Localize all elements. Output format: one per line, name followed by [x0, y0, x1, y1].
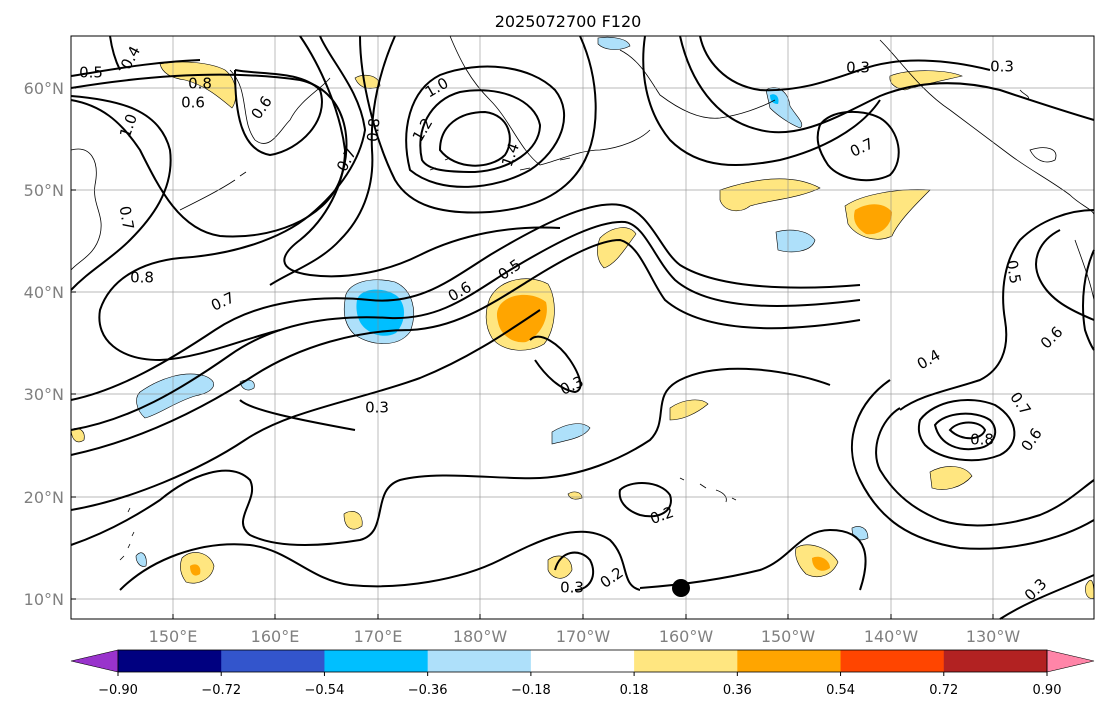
contour-label: 0.3 [365, 399, 389, 417]
gridlines [71, 36, 1094, 619]
lon-tick-label: 180°W [453, 627, 508, 646]
colorbar-box [324, 650, 429, 672]
lat-tick-label: 20°N [24, 488, 64, 507]
lat-tick-label: 50°N [24, 181, 64, 200]
colorbar-tick-label: −0.72 [201, 683, 241, 698]
colorbar-extend-min [70, 649, 119, 673]
colorbar-box [118, 650, 222, 672]
contour-label: 0.8 [363, 117, 383, 142]
colorbar-tick-label: −0.18 [511, 683, 551, 698]
colorbar-box [530, 650, 635, 672]
contour-label: 0.3 [990, 58, 1014, 76]
colorbar-box [840, 650, 945, 672]
colorbar-box [221, 650, 325, 672]
positive-shading [70, 61, 1095, 599]
colorbar-tick-label: 0.54 [826, 683, 855, 698]
lon-tick-label: 160°E [251, 627, 300, 646]
colorbar-box [943, 650, 1048, 672]
colorbar-tick-label: 0.36 [723, 683, 752, 698]
colorbar-tick-label: −0.54 [305, 683, 345, 698]
colorbar-box [427, 650, 532, 672]
lon-tick-label: 170°W [556, 627, 611, 646]
colorbar: −0.90 −0.72 −0.54 −0.36 −0.18 0.18 0.36 0.54 0.7… [70, 649, 1095, 698]
contour-label: 0.7 [116, 205, 138, 232]
colorbar-box [737, 650, 842, 672]
contour-label: 0.5 [1003, 259, 1025, 286]
contour-lines [70, 35, 1095, 620]
colorbar-outline [117, 649, 1048, 673]
contour-label: 0.8 [130, 269, 154, 287]
lat-tick-label: 60°N [24, 79, 64, 98]
colorbar-tick-label: 0.18 [620, 683, 649, 698]
map-area [70, 35, 1095, 620]
contour-label: 0.3 [846, 59, 870, 77]
colorbar-tick-label: 0.72 [929, 683, 958, 698]
colorbar-box [634, 650, 738, 672]
contour-label: 0.5 [79, 64, 103, 82]
lat-tick-label: 30°N [24, 385, 64, 404]
colorbar-tick-label: 0.90 [1033, 683, 1062, 698]
map-background [71, 36, 1094, 619]
lon-tick-label: 150°W [761, 627, 816, 646]
storm-center-marker [672, 579, 690, 597]
lon-tick-label: 130°W [966, 627, 1021, 646]
negative-shading [135, 36, 869, 567]
lat-tick-labels: 10°N 20°N 30°N 40°N 50°N 60°N [24, 79, 76, 609]
lon-tick-label: 170°E [354, 627, 403, 646]
lat-tick-label: 10°N [24, 590, 64, 609]
contour-label: 0.6 [181, 94, 205, 112]
colorbar-tick-label: −0.36 [408, 683, 448, 698]
figure-title: 2025072700 F120 [495, 12, 642, 31]
colorbar-extend-max [1046, 649, 1095, 673]
lon-tick-label: 160°W [659, 627, 714, 646]
contour-label: 0.8 [188, 75, 212, 93]
lon-tick-labels: 150°E 160°E 170°E 180°W 170°W 160°W 150°W 140°W… [149, 614, 1021, 646]
colorbar-tick-label: −0.90 [98, 683, 138, 698]
contour-label: 0.3 [560, 579, 584, 597]
lon-tick-label: 150°E [149, 627, 198, 646]
lat-tick-label: 40°N [24, 283, 64, 302]
contour-label: 0.8 [970, 431, 994, 449]
lon-tick-label: 140°W [864, 627, 919, 646]
